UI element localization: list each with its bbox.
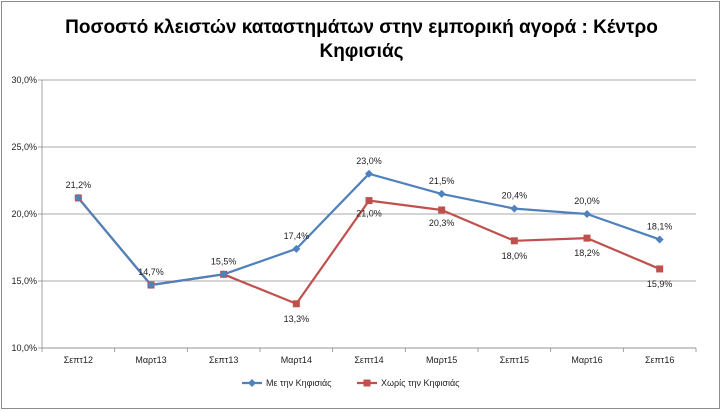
x-tick-label: Μαρτ15 [426,355,457,365]
series-lines [77,172,661,305]
data-point-marker [583,210,591,218]
data-point-marker [147,281,155,290]
x-tick-label: Σεπτ12 [64,355,93,365]
legend-marker [363,379,371,387]
data-point-marker [365,169,373,178]
data-label: 21,2% [66,180,92,190]
data-label: 23,0% [356,156,382,166]
legend-marker [248,379,256,387]
data-label: 17,4% [284,231,310,241]
data-point-marker [292,300,300,308]
data-point-marker [583,234,591,242]
y-tick-labels: 10,0% 15,0% 20,0% 25,0% 30,0% [11,75,37,353]
axes [38,79,697,352]
chart-title: Ποσοστό κλειστών καταστημάτων στην εμπορ… [0,16,723,64]
x-tick-label: Μαρτ13 [135,355,166,365]
data-point-marker [510,237,518,245]
y-tick-label: 25,0% [11,142,37,152]
y-tick-label: 15,0% [11,276,37,286]
x-tick-labels: Σεπτ12 Μαρτ13 Σεπτ13 Μαρτ14 Σεπτ14 Μαρτ15 Σεπτ… [64,355,675,365]
data-label: 15,5% [211,256,237,266]
chart-title-line-1: Ποσοστό κλειστών καταστημάτων στην εμπορ… [65,17,658,38]
data-point-marker [219,270,228,279]
data-label: 18,1% [647,221,673,231]
legend: Με την Κηφισιάς Χωρίς την Κηφισιάς [242,378,460,388]
x-tick-label: Σεπτ14 [354,355,383,365]
data-point-marker [656,265,664,273]
y-tick-label: 10,0% [11,343,37,353]
data-label: 13,3% [284,314,310,324]
data-label: 18,2% [574,248,600,258]
x-tick-label: Σεπτ13 [209,355,238,365]
data-labels: 21,2% 14,7% 15,5% 17,4% 23,0% 21,5% 20,4% 20,0%… [66,156,673,324]
series-markers [74,169,664,308]
legend-label: Με την Κηφισιάς [266,378,332,388]
x-tick-label: Μαρτ14 [281,355,312,365]
data-point-marker [292,244,301,253]
data-label: 18,0% [502,251,528,261]
data-label: 15,9% [647,279,673,289]
data-label: 20,4% [502,191,528,201]
data-label: 20,3% [429,218,455,228]
y-tick-label: 30,0% [11,75,37,85]
x-tick-label: Μαρτ16 [571,355,602,365]
data-point-marker [655,235,664,244]
data-point-marker [365,197,373,205]
data-point-marker [437,189,446,198]
y-tick-label: 20,0% [11,209,37,219]
data-label: 21,5% [429,176,455,186]
data-point-marker [510,204,519,213]
legend-label: Χωρίς την Κηφισιάς [381,378,460,388]
data-label: 14,7% [138,267,164,277]
chart-title-line-2: Κηφισιάς [319,41,404,62]
series-line-1 [77,172,661,287]
data-point-marker [438,206,446,214]
data-point-marker [74,193,83,202]
data-label: 20,0% [574,196,600,206]
data-label: 21,0% [356,209,382,219]
x-tick-label: Σεπτ15 [500,355,529,365]
x-tick-label: Σεπτ16 [645,355,674,365]
